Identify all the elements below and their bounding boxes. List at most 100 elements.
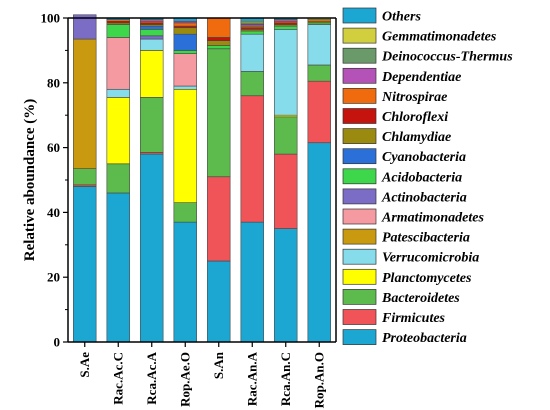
legend-swatch-Deinococcus-Thermus xyxy=(342,47,377,64)
legend: Others Gemmatimonadetes Deinococcus-Thermu… xyxy=(342,7,513,346)
bar-segment-Rac.Ac.C-Proteobacteria xyxy=(106,192,130,343)
bar-segment-Rac.Ac.C-Planctomycetes xyxy=(106,97,130,165)
x-tick-label: Rac.Ac.C xyxy=(110,352,125,405)
legend-swatch-Verrucomicrobia xyxy=(342,248,377,265)
legend-swatch-Cyanobacteria xyxy=(342,148,377,165)
x-tick-label: Rop.An.O xyxy=(311,352,326,408)
bar-segment-Rac.An.A-Proteobacteria xyxy=(240,221,264,343)
y-tick-label: 20 xyxy=(47,270,60,285)
axes-group xyxy=(67,17,337,343)
legend-swatch-Acidobacteria xyxy=(342,168,377,185)
bar-segment-Rop.An.O-Bacteroidetes xyxy=(307,64,331,82)
bar-segment-Rop.Ae.O-Bacteroidetes xyxy=(173,202,197,223)
bar-segment-Rca.Ac.A-Planctomycetes xyxy=(140,50,164,98)
bars-group xyxy=(73,14,331,343)
bar-segment-Rca.Ac.A-Proteobacteria xyxy=(140,153,164,343)
legend-label-Firmicutes: Firmicutes xyxy=(381,311,446,326)
y-tick-label: 100 xyxy=(41,11,61,26)
legend-label-Patescibacteria: Patescibacteria xyxy=(382,231,470,246)
legend-swatch-Nitrospirae xyxy=(342,88,377,104)
bar-segment-Rac.Ac.C-Acidobacteria xyxy=(106,24,130,38)
x-tick-label: S.An xyxy=(211,351,226,379)
legend-label-Proteobacteria: Proteobacteria xyxy=(382,331,467,346)
bar-segment-Rca.An.C-Bacteroidetes xyxy=(274,116,298,155)
bar-segment-Rca.An.C-Verrucomicrobia xyxy=(274,29,298,116)
bar-segment-Rop.Ae.O-Acidobacteria xyxy=(173,50,197,54)
bar-segment-Rac.An.A-Firmicutes xyxy=(240,95,264,223)
legend-label-Armatimonadetes: Armatimonadetes xyxy=(381,211,484,226)
legend-swatch-Bacteroidetes xyxy=(342,289,377,305)
legend-label-Cyanobacteria: Cyanobacteria xyxy=(382,150,466,165)
bar-segment-Rop.An.O-Proteobacteria xyxy=(307,142,331,343)
legend-label-Chloroflexi: Chloroflexi xyxy=(382,110,448,125)
y-ticks-group: 0 20 40 60 80 100 xyxy=(41,11,68,350)
bar-segment-S.Ae-Bacteroidetes xyxy=(73,168,97,186)
legend-swatch-Chlamydiae xyxy=(342,128,377,144)
legend-label-Bacteroidetes: Bacteroidetes xyxy=(381,291,460,306)
legend-label-Planctomycetes: Planctomycetes xyxy=(382,271,472,286)
legend-swatch-Firmicutes xyxy=(342,309,377,325)
legend-label-Others: Others xyxy=(382,10,421,25)
bar-segment-S.An-Chlamydiae xyxy=(207,40,231,46)
x-ticks-group: S.Ae Rac.Ac.C Rca.Ac.A Rop.Ae.O S.An Rac.An.A… xyxy=(77,342,326,408)
bar-segment-S.Ae-Patescibacteria xyxy=(73,38,97,169)
legend-swatch-Gemmatimonadetes xyxy=(342,27,377,44)
y-axis-title: Relative aboundance (%) xyxy=(22,99,38,262)
legend-label-Acidobacteria: Acidobacteria xyxy=(381,170,462,185)
bar-segment-Rca.An.C-Firmicutes xyxy=(274,153,298,229)
legend-label-Verrucomicrobia: Verrucomicrobia xyxy=(382,251,479,266)
bar-segment-Rca.Ac.A-Cyanobacteria xyxy=(140,25,164,30)
bar-segment-Rop.Ae.O-Planctomycetes xyxy=(173,88,197,203)
legend-swatch-Patescibacteria xyxy=(342,228,377,245)
y-tick-label: 0 xyxy=(54,335,61,350)
bar-segment-Rop.Ae.O-Chlamydiae xyxy=(173,27,197,35)
bar-segment-Rop.An.O-Verrucomicrobia xyxy=(307,24,331,66)
bar-segment-S.An-Proteobacteria xyxy=(207,260,231,343)
bar-segment-Rop.Ae.O-Nitrospirae xyxy=(173,22,197,27)
x-tick-label: Rca.An.C xyxy=(278,352,293,406)
x-tick-label: Rca.Ac.A xyxy=(144,351,159,404)
y-tick-label: 60 xyxy=(47,140,60,155)
x-tick-label: Rop.Ae.O xyxy=(177,352,192,407)
legend-swatch-Proteobacteria xyxy=(342,329,377,345)
bar-segment-Rac.An.A-Acidobacteria xyxy=(240,30,264,35)
bar-segment-S.An-Nitrospirae xyxy=(207,17,231,38)
bar-segment-S.An-Chloroflexi xyxy=(207,37,231,41)
legend-swatch-Armatimonadetes xyxy=(342,208,377,225)
bar-segment-Rop.An.O-Firmicutes xyxy=(307,80,331,144)
bar-segment-S.An-Bacteroidetes xyxy=(207,48,231,178)
bar-segment-Rac.Ac.C-Verrucomicrobia xyxy=(106,88,130,98)
x-tick-label: Rac.An.A xyxy=(244,351,259,406)
bar-segment-Rca.Ac.A-Acidobacteria xyxy=(140,29,164,37)
legend-label-Chlamydiae: Chlamydiae xyxy=(382,130,451,145)
bar-segment-Rop.Ae.O-Verrucomicrobia xyxy=(173,85,197,90)
legend-swatch-Planctomycetes xyxy=(342,268,377,285)
legend-label-Dependentiae: Dependentiae xyxy=(381,70,461,85)
legend-label-Deinococcus-Thermus: Deinococcus-Thermus xyxy=(381,50,513,65)
legend-swatch-Others xyxy=(342,7,377,24)
bar-segment-Rca.An.C-Proteobacteria xyxy=(274,228,298,343)
bar-segment-Rac.Ac.C-Bacteroidetes xyxy=(106,163,130,194)
bar-segment-Rca.Ac.A-Bacteroidetes xyxy=(140,97,164,153)
bar-segment-Rca.An.C-Acidobacteria xyxy=(274,25,298,30)
y-tick-label: 40 xyxy=(47,205,60,220)
bar-segment-S.An-Acidobacteria xyxy=(207,45,231,50)
bar-segment-Rop.Ae.O-Proteobacteria xyxy=(173,221,197,343)
bar-segment-Rop.Ae.O-Armatimonadetes xyxy=(173,53,197,87)
legend-swatch-Chloroflexi xyxy=(342,108,377,124)
bar-segment-Rop.Ae.O-Cyanobacteria xyxy=(173,33,197,51)
bar-segment-Rac.An.A-Verrucomicrobia xyxy=(240,33,264,72)
bar-segment-Rca.Ac.A-Verrucomicrobia xyxy=(140,38,164,51)
legend-label-Nitrospirae: Nitrospirae xyxy=(381,90,447,105)
bar-segment-S.Ae-Proteobacteria xyxy=(73,186,97,343)
y-tick-label: 80 xyxy=(47,75,60,90)
legend-label-Actinobacteria: Actinobacteria xyxy=(381,190,467,205)
bar-segment-Rca.Ac.A-Actinobacteria xyxy=(140,35,164,40)
legend-swatch-Dependentiae xyxy=(342,67,377,84)
x-tick-label: S.Ae xyxy=(77,352,92,378)
legend-swatch-Actinobacteria xyxy=(342,188,377,205)
bar-segment-S.Ae-Actinobacteria xyxy=(73,14,97,40)
legend-label-Gemmatimonadetes: Gemmatimonadetes xyxy=(382,30,497,45)
bar-segment-Rac.An.A-Bacteroidetes xyxy=(240,71,264,97)
